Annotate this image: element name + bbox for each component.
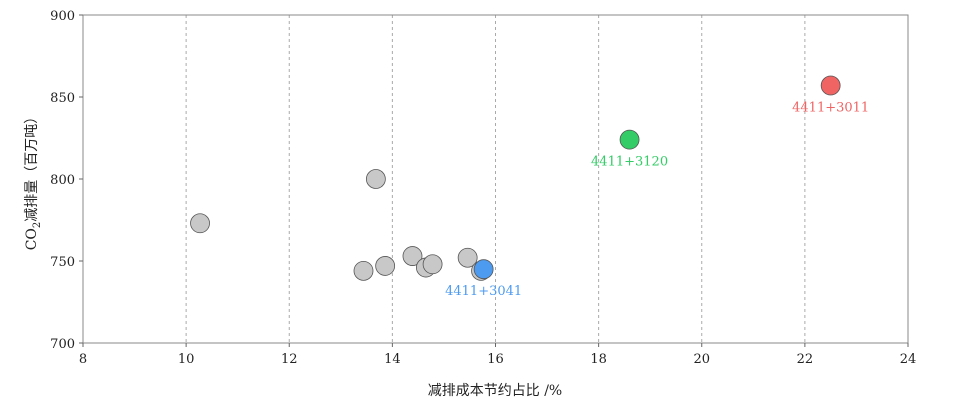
data-point <box>190 213 210 234</box>
y-axis-label: CO2减排量（百万吨） <box>24 110 43 251</box>
y-tick-label: 850 <box>50 91 75 106</box>
data-point <box>457 247 478 268</box>
data-point <box>375 256 396 276</box>
grid <box>185 15 806 343</box>
point-label: 4411+3041 <box>445 284 522 299</box>
y-tick-label: 700 <box>50 337 75 352</box>
data-point <box>402 246 423 266</box>
x-tick-label: 24 <box>900 352 917 367</box>
x-tick-label: 10 <box>178 352 195 367</box>
x-tick-label: 14 <box>384 352 401 367</box>
highlight-point <box>619 129 640 150</box>
highlight-point <box>820 75 841 96</box>
y-tick-label: 800 <box>50 173 75 188</box>
point-label: 4411+3120 <box>591 155 668 170</box>
x-tick-label: 8 <box>79 352 87 367</box>
y-tick-label: 900 <box>50 9 75 24</box>
points: 4411+3041 4411+3120 4411+3011 <box>190 75 869 299</box>
data-point <box>422 254 443 275</box>
x-axis-label: 减排成本节约占比 /% <box>428 383 562 399</box>
highlight-point <box>473 259 494 280</box>
x-tick-label: 22 <box>797 352 814 367</box>
x-tick-label: 20 <box>693 352 710 367</box>
ticks: 8 10 12 14 16 18 20 22 24 700 750 800 850 900 <box>50 9 916 367</box>
data-point <box>365 169 386 189</box>
x-tick-label: 16 <box>487 352 504 367</box>
data-point <box>353 260 374 281</box>
x-tick-label: 18 <box>590 352 607 367</box>
x-tick-label: 12 <box>281 352 298 367</box>
point-label: 4411+3011 <box>792 101 869 116</box>
y-tick-label: 750 <box>50 255 75 270</box>
